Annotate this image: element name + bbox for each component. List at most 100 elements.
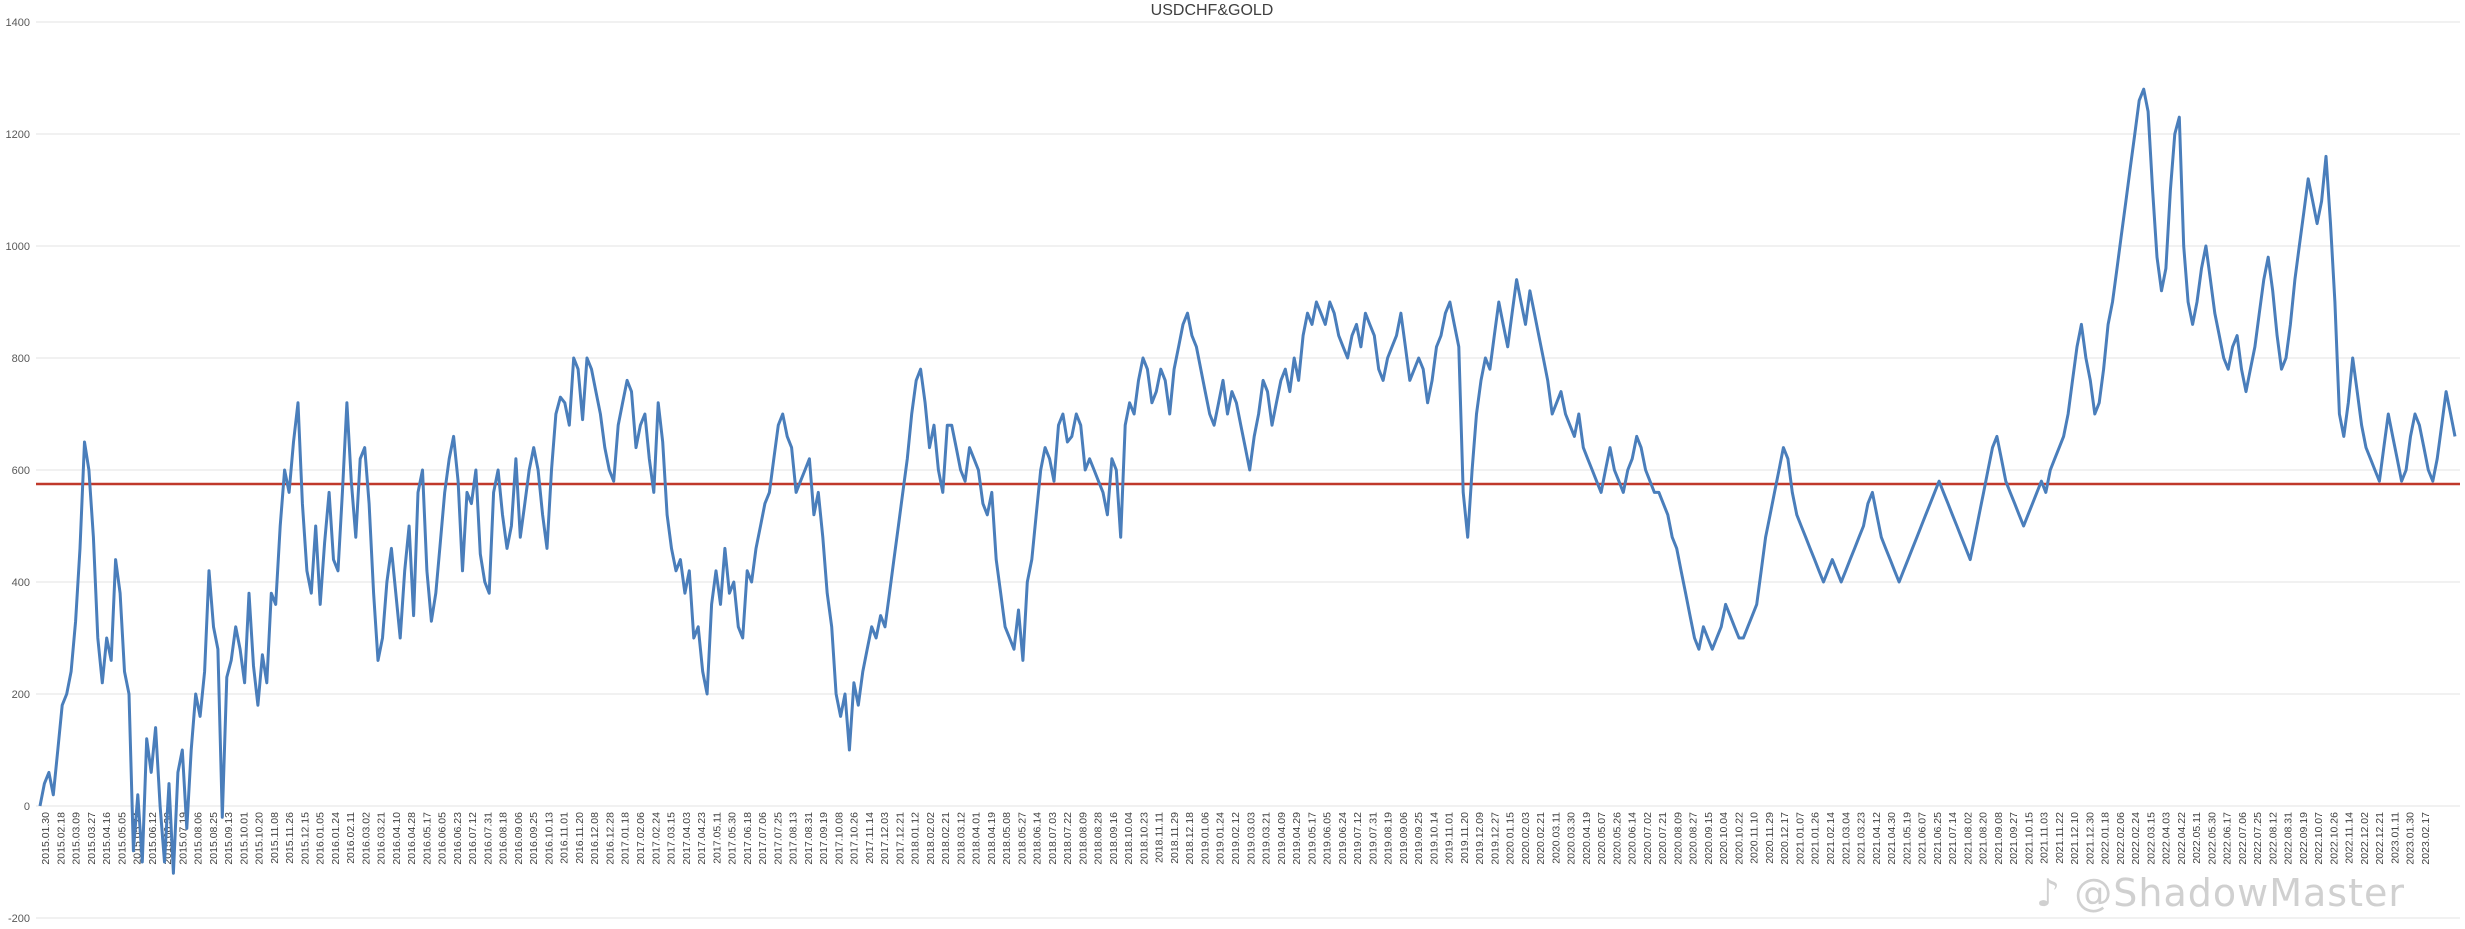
y-tick-label: 600 [12,465,30,477]
x-tick-label: 2015.11.26 [284,812,296,864]
x-tick-label: 2018.01.12 [910,812,922,865]
x-tick-label: 2019.06.24 [1337,812,1349,865]
x-tick-label: 2019.04.29 [1291,812,1303,865]
gridlines [36,21,2460,919]
x-tick-label: 2019.01.06 [1199,812,1211,865]
x-tick-label: 2015.12.15 [299,812,311,865]
x-tick-label: 2020.07.02 [1642,812,1654,865]
y-tick-label: 800 [12,353,30,365]
x-tick-label: 2015.02.18 [55,812,67,865]
x-tick-label: 2019.11.01 [1444,812,1456,864]
x-tick-label: 2021.03.04 [1840,812,1852,865]
x-tick-label: 2022.10.26 [2328,812,2340,865]
x-tick-label: 2016.03.21 [376,812,388,865]
x-tick-label: 2019.09.06 [1398,812,1410,865]
x-tick-label: 2017.02.06 [635,812,647,865]
x-tick-label: 2018.07.22 [1062,812,1074,865]
x-tick-label: 2018.08.09 [1077,812,1089,865]
x-tick-label: 2016.08.18 [498,812,510,865]
x-tick-label: 2023.01.30 [2405,812,2417,865]
x-tick-label: 2020.09.15 [1703,812,1715,865]
chart-title: USDCHF&GOLD [1151,2,1274,19]
x-tick-label: 2017.05.30 [727,812,739,865]
x-tick-label: 2017.05.11 [711,812,723,864]
x-tick-label: 2017.06.18 [742,812,754,865]
x-tick-label: 2021.11.03 [2039,812,2051,864]
x-tick-label: 2021.06.25 [1932,812,1944,865]
x-tick-label: 2022.04.22 [2176,812,2188,865]
x-tick-label: 2021.04.30 [1886,812,1898,865]
x-tick-label: 2022.10.07 [2313,812,2325,865]
x-tick-label: 2021.10.15 [2023,812,2035,865]
x-tick-label: 2016.06.23 [452,812,464,865]
x-tick-label: 2021.11.22 [2054,812,2066,864]
y-tick-label: 200 [12,689,30,701]
x-tick-label: 2023.02.17 [2420,812,2432,865]
x-tick-label: 2018.07.03 [1047,812,1059,865]
x-tick-label: 2021.06.07 [1917,812,1929,865]
x-tick-label: 2019.02.12 [1230,812,1242,865]
x-tick-label: 2016.11.01 [559,812,571,864]
x-tick-label: 2020.02.03 [1520,812,1532,865]
y-tick-label: 400 [12,577,30,589]
x-tick-label: 2019.06.05 [1322,812,1334,865]
x-tick-label: 2016.03.02 [360,812,372,865]
x-tick-label: 2018.05.27 [1016,812,1028,865]
x-tick-label: 2018.10.04 [1123,812,1135,865]
y-tick-label: 1400 [6,17,30,29]
x-tick-label: 2022.02.06 [2115,812,2127,865]
x-tick-label: 2017.04.23 [696,812,708,865]
tiktok-icon: ♪ [2035,871,2062,915]
x-tick-label: 2017.12.21 [894,812,906,865]
x-tick-label: 2020.03.30 [1566,812,1578,865]
x-tick-label: 2020.10.04 [1718,812,1730,865]
x-tick-label: 2016.10.13 [543,812,555,865]
x-tick-label: 2016.07.31 [482,812,494,865]
x-tick-label: 2021.09.27 [2008,812,2020,865]
x-tick-label: 2017.12.03 [879,812,891,865]
x-tick-label: 2019.11.20 [1459,812,1471,864]
x-tick-label: 2016.12.08 [589,812,601,865]
x-tick-label: 2016.01.24 [330,812,342,865]
x-tick-label: 2017.01.18 [620,812,632,865]
x-tick-label: 2017.02.24 [650,812,662,865]
x-tick-label: 2016.07.12 [467,812,479,865]
x-tick-label: 2020.07.21 [1657,812,1669,865]
x-tick-label: 2020.02.21 [1535,812,1547,865]
x-tick-label: 2015.05.05 [116,812,128,865]
x-tick-label: 2021.07.14 [1947,812,1959,865]
x-tick-label: 2020.01.15 [1505,812,1517,865]
x-tick-label: 2020.08.27 [1688,812,1700,865]
x-tick-label: 2018.03.12 [955,812,967,865]
x-tick-label: 2021.02.14 [1825,812,1837,865]
x-tick-label: 2022.05.11 [2191,812,2203,864]
x-tick-label: 2021.04.12 [1871,812,1883,865]
x-tick-label: 2016.02.11 [345,812,357,864]
y-axis-tick-labels: -200 0 200 400 600 800 1000 1200 1400 [6,17,30,925]
x-tick-label: 2018.11.11 [1154,812,1166,863]
x-tick-label: 2020.12.17 [1779,812,1791,865]
x-tick-label: 2015.03.09 [71,812,83,865]
x-tick-label: 2019.04.09 [1276,812,1288,865]
x-tick-label: 2016.01.05 [315,812,327,865]
x-tick-label: 2020.05.26 [1611,812,1623,865]
x-tick-label: 2019.05.17 [1306,812,1318,865]
x-tick-label: 2015.06.12 [147,812,159,865]
x-tick-label: 2015.04.16 [101,812,113,865]
x-tick-label: 2016.11.20 [574,812,586,864]
x-tick-label: 2017.08.31 [803,812,815,865]
x-tick-label: 2022.02.24 [2130,812,2142,865]
x-tick-label: 2020.10.22 [1733,812,1745,865]
x-tick-label: 2022.04.03 [2161,812,2173,865]
x-tick-label: 2019.07.12 [1352,812,1364,865]
x-tick-label: 2022.07.06 [2237,812,2249,865]
x-tick-label: 2017.09.19 [818,812,830,865]
x-tick-label: 2018.05.08 [1001,812,1013,865]
x-tick-label: 2015.01.30 [40,812,52,865]
x-tick-label: 2019.03.21 [1261,812,1273,865]
x-tick-label: 2015.10.20 [254,812,266,865]
x-tick-label: 2022.12.21 [2374,812,2386,865]
x-tick-label: 2020.11.29 [1764,812,1776,864]
x-tick-label: 2016.04.10 [391,812,403,865]
x-tick-label: 2017.07.25 [772,812,784,865]
